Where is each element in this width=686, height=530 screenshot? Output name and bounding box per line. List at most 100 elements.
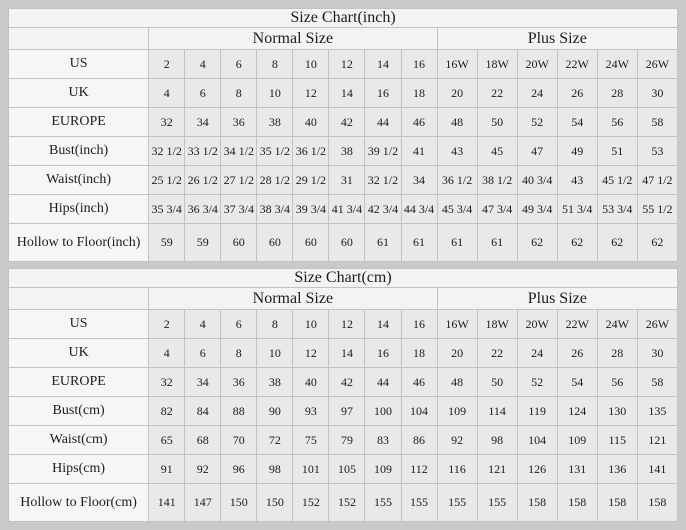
value-cell: 46	[400, 107, 438, 137]
value-cell: 24	[516, 338, 558, 368]
value-cell: 22	[476, 338, 518, 368]
value-cell: 42 3/4	[364, 194, 402, 224]
table-row-bust-inch: Bust(inch) 32 1/2 33 1/2 34 1/2 35 1/2 36 1/2…	[7, 136, 679, 166]
value-cell: 12	[328, 49, 366, 79]
value-cell: 27 1/2	[220, 165, 258, 195]
value-cell: 50	[476, 367, 518, 397]
value-cell: 20W	[516, 49, 558, 79]
row-label-bust-inch: Bust(inch)	[7, 136, 150, 166]
value-cell: 61	[400, 223, 438, 262]
value-cell: 28	[596, 338, 638, 368]
value-cell: 61	[436, 223, 478, 262]
value-cell: 158	[516, 483, 558, 522]
row-label-uk: UK	[7, 338, 150, 368]
value-cell: 26	[556, 338, 598, 368]
value-cell: 20	[436, 78, 478, 108]
value-cell: 56	[596, 367, 638, 397]
table-row-us: US 2 4 6 8 10 12 14 16 16W 18W 20W 22W 24W 26W	[7, 49, 679, 79]
value-cell: 24W	[596, 49, 638, 79]
value-cell: 14	[364, 309, 402, 339]
value-cell: 93	[292, 396, 330, 426]
value-cell: 20	[436, 338, 478, 368]
value-cell: 147	[184, 483, 222, 522]
value-cell: 150	[256, 483, 294, 522]
value-cell: 16W	[436, 309, 478, 339]
table-row-hollow-to-floor-cm: Hollow to Floor(cm) 141 147 150 150 152 152 155…	[7, 483, 679, 522]
value-cell: 36	[220, 367, 258, 397]
value-cell: 32	[148, 367, 186, 397]
table-title: Size Chart(cm)	[8, 268, 678, 288]
value-cell: 136	[596, 454, 638, 484]
row-label-us: US	[7, 49, 150, 79]
value-cell: 4	[184, 309, 222, 339]
value-cell: 14	[328, 78, 366, 108]
row-label-hollow-to-floor-inch: Hollow to Floor(inch)	[7, 223, 150, 262]
value-cell: 8	[256, 49, 294, 79]
value-cell: 38	[256, 107, 294, 137]
value-cell: 39 1/2	[364, 136, 402, 166]
value-cell: 12	[328, 309, 366, 339]
value-cell: 4	[184, 49, 222, 79]
value-cell: 10	[256, 338, 294, 368]
value-cell: 49	[556, 136, 598, 166]
value-cell: 12	[292, 338, 330, 368]
value-cell: 47 1/2	[636, 165, 679, 195]
value-cell: 98	[476, 425, 518, 455]
value-cell: 16	[400, 49, 438, 79]
value-cell: 58	[636, 367, 679, 397]
value-cell: 47 3/4	[476, 194, 518, 224]
corner-cell	[7, 287, 150, 310]
value-cell: 53 3/4	[596, 194, 638, 224]
value-cell: 62	[556, 223, 598, 262]
value-cell: 141	[636, 454, 679, 484]
value-cell: 100	[364, 396, 402, 426]
table-row-us: US 2 4 6 8 10 12 14 16 16W 18W 20W 22W 24W 26W	[7, 309, 679, 339]
value-cell: 90	[256, 396, 294, 426]
value-cell: 34	[184, 367, 222, 397]
value-cell: 91	[148, 454, 186, 484]
value-cell: 45 1/2	[596, 165, 638, 195]
value-cell: 6	[184, 78, 222, 108]
value-cell: 155	[400, 483, 438, 522]
value-cell: 131	[556, 454, 598, 484]
value-cell: 58	[636, 107, 679, 137]
value-cell: 38 1/2	[476, 165, 518, 195]
value-cell: 158	[596, 483, 638, 522]
size-chart-inch-section: Size Chart(inch) Normal Size Plus Size US 2 4…	[7, 8, 679, 262]
corner-cell	[7, 27, 150, 50]
value-cell: 152	[292, 483, 330, 522]
value-cell: 155	[364, 483, 402, 522]
value-cell: 61	[364, 223, 402, 262]
value-cell: 36 1/2	[292, 136, 330, 166]
value-cell: 10	[256, 78, 294, 108]
value-cell: 10	[292, 49, 330, 79]
size-chart-inch-table: Size Chart(inch) Normal Size Plus Size US 2 4…	[7, 8, 679, 262]
value-cell: 20W	[516, 309, 558, 339]
value-cell: 2	[148, 309, 186, 339]
value-cell: 26W	[636, 309, 679, 339]
value-cell: 32	[148, 107, 186, 137]
value-cell: 114	[476, 396, 518, 426]
value-cell: 32 1/2	[364, 165, 402, 195]
value-cell: 2	[148, 49, 186, 79]
value-cell: 59	[184, 223, 222, 262]
column-group-header-row: Normal Size Plus Size	[7, 27, 679, 50]
value-cell: 41	[400, 136, 438, 166]
row-label-bust-cm: Bust(cm)	[7, 396, 150, 426]
value-cell: 26 1/2	[184, 165, 222, 195]
value-cell: 84	[184, 396, 222, 426]
value-cell: 50	[476, 107, 518, 137]
value-cell: 150	[220, 483, 258, 522]
value-cell: 48	[436, 367, 478, 397]
value-cell: 54	[556, 107, 598, 137]
value-cell: 158	[556, 483, 598, 522]
value-cell: 16	[400, 309, 438, 339]
value-cell: 54	[556, 367, 598, 397]
value-cell: 60	[220, 223, 258, 262]
value-cell: 12	[292, 78, 330, 108]
value-cell: 45	[476, 136, 518, 166]
value-cell: 24	[516, 78, 558, 108]
plus-size-header: Plus Size	[436, 27, 679, 50]
value-cell: 38 3/4	[256, 194, 294, 224]
value-cell: 44	[364, 107, 402, 137]
